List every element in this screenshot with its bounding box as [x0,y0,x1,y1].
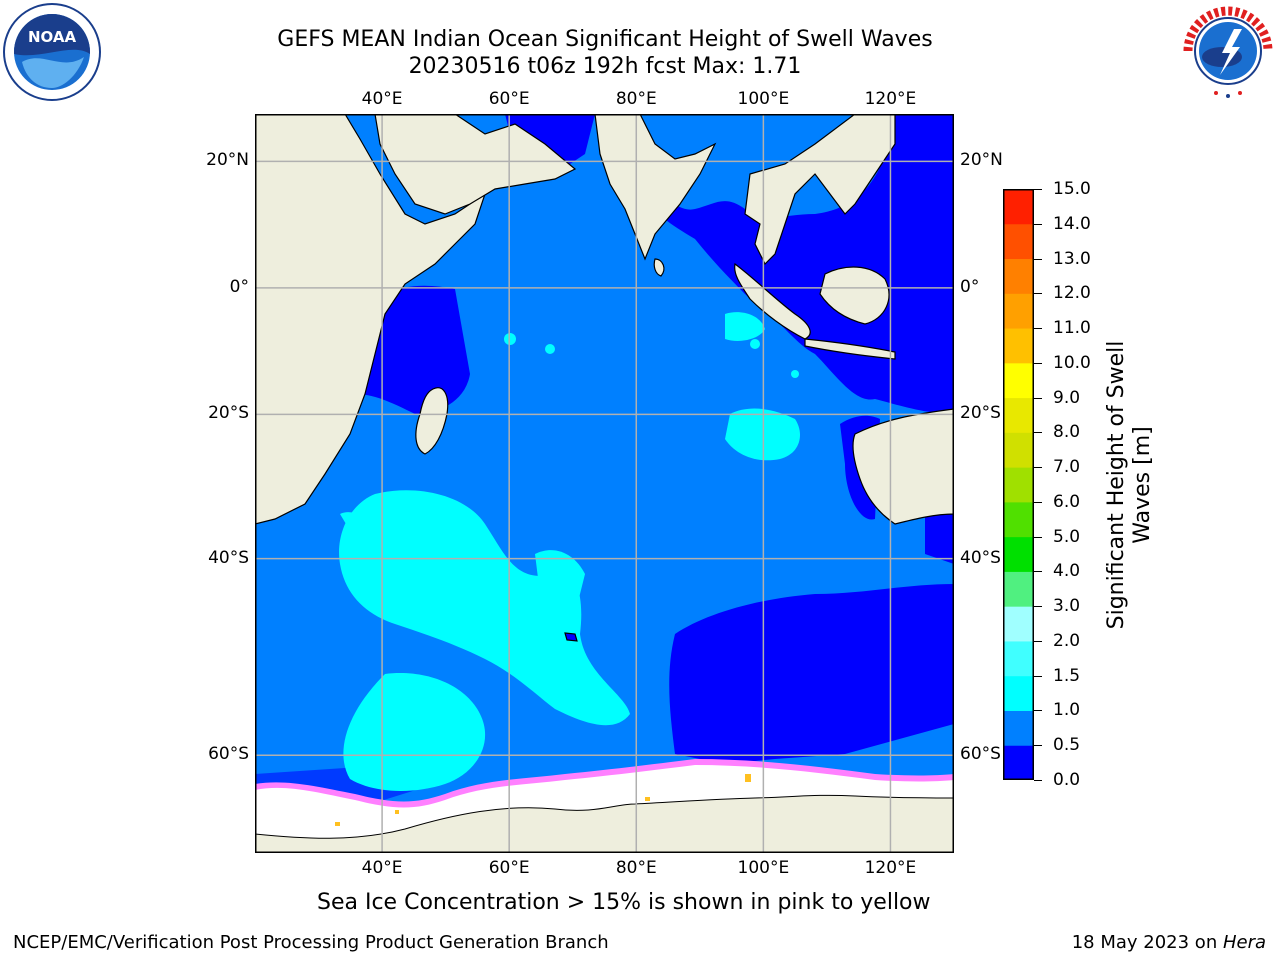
lat-label-left: 40°S [208,547,249,568]
colorbar-tick [1034,432,1042,434]
colorbar-segment [1003,571,1034,607]
lon-label-bottom: 60°E [488,858,530,878]
colorbar-segment [1003,501,1034,538]
colorbar-segment [1003,710,1034,746]
colorbar-tick [1034,606,1042,608]
colorbar-title-line2: Waves [m] [1130,426,1155,544]
colorbar-tick-label: 2.0 [1053,630,1081,651]
colorbar-tick-label: 1.0 [1053,700,1081,721]
chart-subtitle: 20230516 t06z 192h fcst Max: 1.71 [408,54,802,79]
colorbar-tick [1034,571,1042,573]
sea-ice-note: Sea Ice Concentration > 15% is shown in … [317,890,931,915]
colorbar-frame [1003,189,1034,780]
colorbar-segment [1003,640,1034,677]
map-frame [255,114,954,853]
colorbar-tick [1034,745,1042,747]
colorbar-tick [1034,328,1042,330]
swell-height-map [255,114,954,853]
colorbar-tick-label: 13.0 [1053,248,1091,269]
colorbar-tick-label: 12.0 [1053,283,1091,304]
footer-date-text: 18 May 2023 on [1071,932,1223,953]
footer-date: 18 May 2023 on Hera [1072,932,1266,953]
colorbar-tick [1034,640,1042,642]
lon-label-top: 100°E [737,89,790,109]
colorbar-tick [1034,223,1042,225]
colorbar-tick-label: 3.0 [1053,596,1081,617]
nws-logo [1178,3,1278,99]
lat-label-right: 20°S [960,403,1001,424]
colorbar-tick [1034,397,1042,399]
colorbar-segment [1003,223,1034,260]
colorbar-tick-label: 1.5 [1053,665,1081,686]
colorbar-tick [1034,258,1042,260]
lon-label-bottom: 80°E [615,858,657,878]
colorbar-segment [1003,536,1034,572]
colorbar-segment [1003,606,1034,642]
swell-mid-regions [339,312,800,791]
colorbar-segment [1003,362,1034,399]
colorbar-tick-label: 8.0 [1053,422,1081,443]
lat-label-left: 20°S [208,403,249,424]
colorbar-segment [1003,745,1034,780]
colorbar-segment [1003,293,1034,329]
chart-title: GEFS MEAN Indian Ocean Significant Heigh… [277,27,933,52]
colorbar-tick-label: 9.0 [1053,387,1081,408]
colorbar-title: Significant Height of Swell Waves [m] [1104,341,1156,630]
lon-label-bottom: 120°E [864,858,917,878]
colorbar-tick-label: 7.0 [1053,457,1081,478]
colorbar-tick [1034,362,1042,364]
colorbar-title-line1: Significant Height of Swell [1104,340,1129,630]
colorbar-tick-label: 10.0 [1053,352,1091,373]
svg-text:NOAA: NOAA [28,28,77,46]
lat-label-right: 40°S [960,547,1001,568]
colorbar-segment [1003,258,1034,294]
colorbar-tick [1034,501,1042,503]
colorbar-tick-label: 14.0 [1053,213,1091,234]
lon-label-top: 40°E [361,89,403,109]
colorbar-tick [1034,780,1042,781]
lon-label-bottom: 100°E [737,858,790,878]
lon-label-top: 60°E [488,89,530,109]
sea-ice-spots [335,774,751,826]
colorbar-segment [1003,397,1034,433]
colorbar-segment [1003,467,1034,503]
lat-label-left: 20°N [206,150,249,171]
colorbar-tick-label: 11.0 [1053,318,1091,339]
colorbar-tick [1034,189,1042,190]
footer-credit: NCEP/EMC/Verification Post Processing Pr… [13,932,609,953]
colorbar-tick-label: 15.0 [1053,179,1091,199]
lon-label-bottom: 40°E [361,858,403,878]
land-masses [255,114,954,642]
colorbar-tick [1034,710,1042,712]
colorbar-tick [1034,293,1042,295]
colorbar-tick-label: 0.5 [1053,735,1081,756]
colorbar-segment [1003,432,1034,468]
noaa-logo: NOAA [2,2,102,102]
lat-label-left: 0° [229,276,249,297]
lat-label-right: 0° [960,276,980,297]
footer-host: Hera [1222,932,1266,953]
lat-label-right: 20°N [960,150,1003,171]
map-grid [255,114,954,853]
colorbar-segment [1003,675,1034,711]
colorbar-tick [1034,536,1042,538]
colorbar-tick-label: 0.0 [1053,770,1081,790]
lon-label-top: 80°E [615,89,657,109]
colorbar-segment [1003,328,1034,364]
colorbar-tick-label: 6.0 [1053,491,1081,512]
lon-label-top: 120°E [864,89,917,109]
lat-label-left: 60°S [208,744,249,765]
colorbar-tick-label: 5.0 [1053,526,1081,547]
colorbar-tick-label: 4.0 [1053,561,1081,582]
lat-label-right: 60°S [960,744,1001,765]
colorbar-segment [1003,189,1034,225]
antarctic-ice-region [255,759,954,853]
colorbar-tick [1034,467,1042,469]
colorbar [1003,189,1034,780]
colorbar-tick [1034,675,1042,677]
